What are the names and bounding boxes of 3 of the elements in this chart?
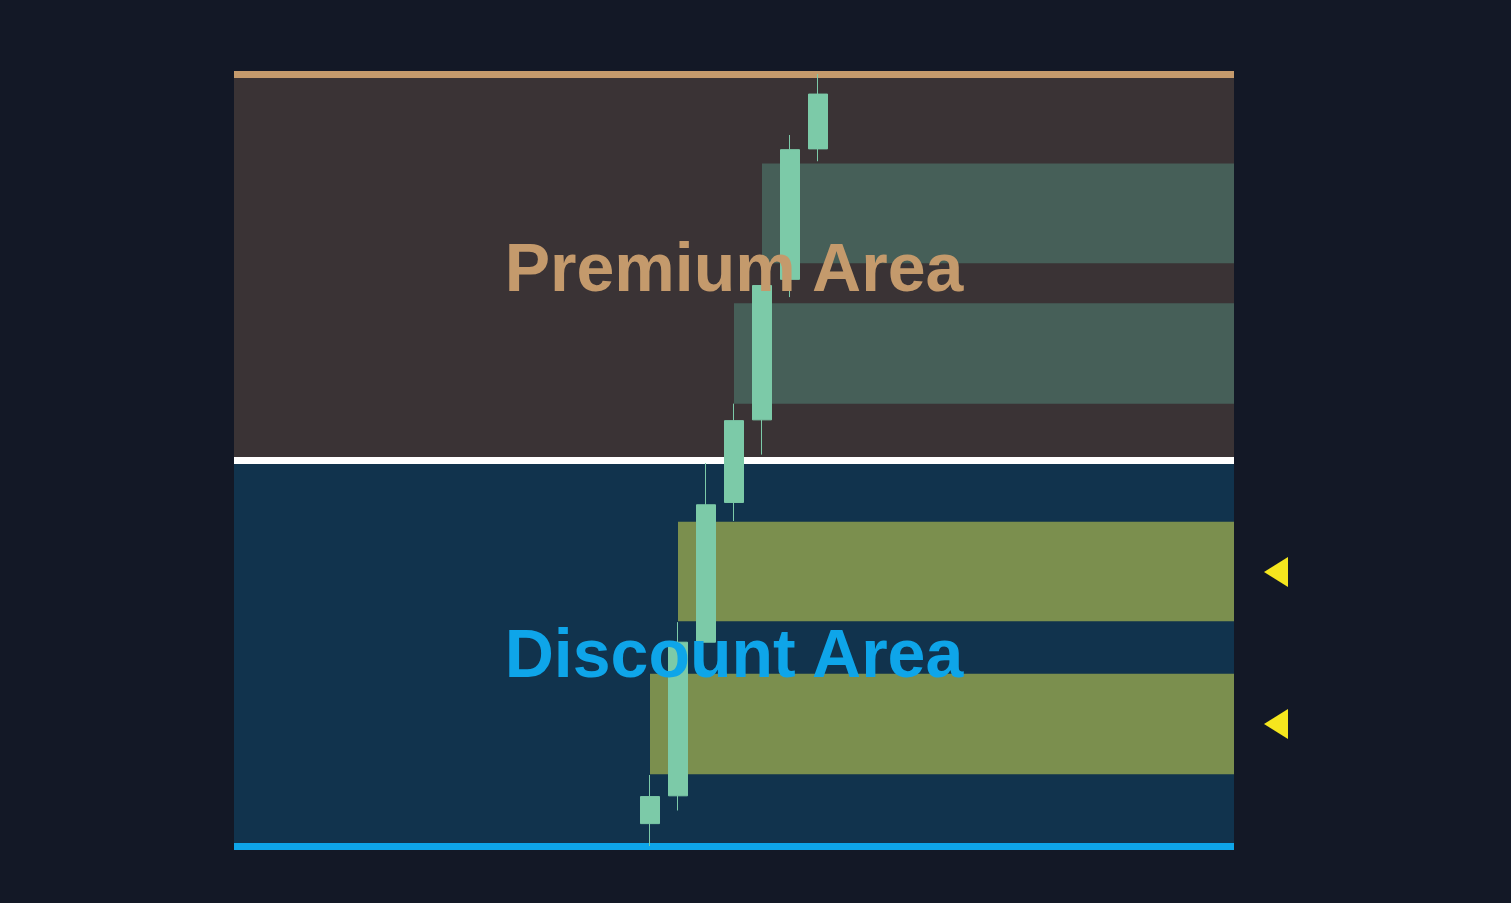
- candlestick: [640, 774, 660, 847]
- candlestick: [808, 73, 828, 162]
- candlestick: [724, 403, 744, 522]
